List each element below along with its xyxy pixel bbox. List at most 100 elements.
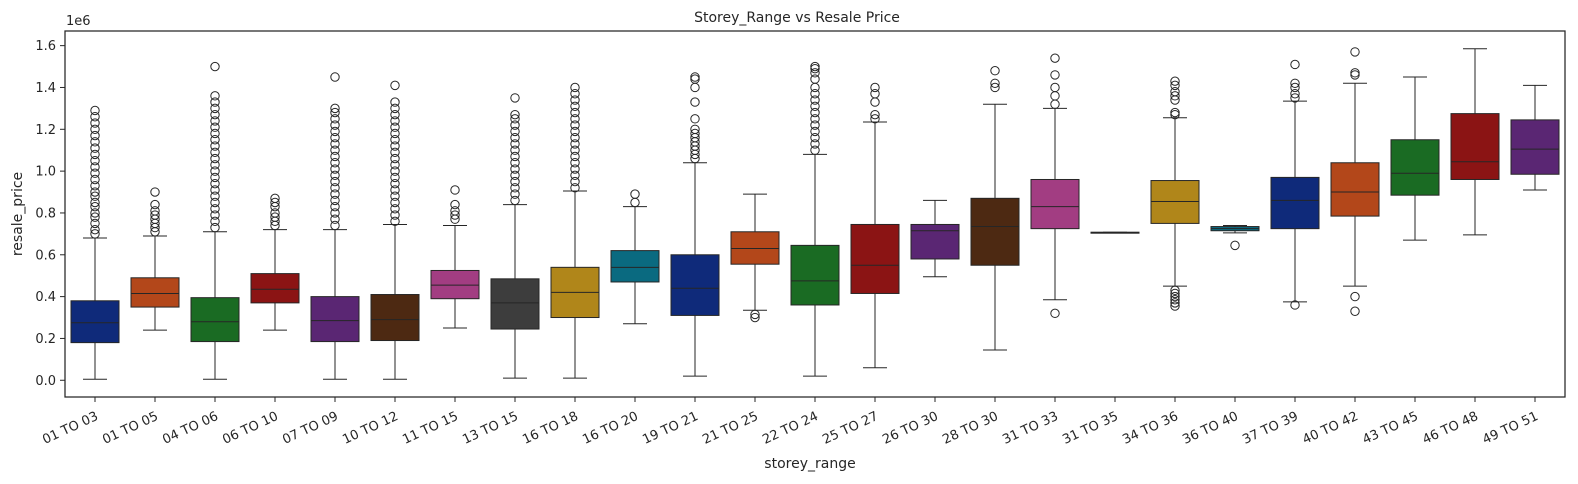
outlier-point: [390, 216, 400, 227]
outlier-point: [210, 109, 220, 120]
outlier-point: [510, 151, 520, 162]
outlier-point: [210, 122, 220, 132]
outlier-point: [450, 210, 460, 220]
outlier-point: [390, 109, 400, 120]
outlier-point: [330, 132, 340, 143]
outlier-point: [570, 170, 580, 181]
box-40-to-42: [1330, 47, 1380, 316]
x-tick-label: 21 TO 25: [700, 409, 760, 448]
x-tick-label: 25 TO 27: [820, 409, 880, 448]
outlier-point: [1290, 78, 1300, 88]
outlier-point: [510, 93, 520, 103]
outlier-point: [690, 82, 700, 93]
outlier-point: [390, 197, 400, 208]
outlier-point: [330, 139, 340, 149]
x-axis: 01 TO 03 01 TO 05 04 TO 06 06 TO 10 07 TO 09…: [40, 397, 1541, 448]
outlier-point: [510, 114, 520, 124]
outlier-point: [570, 126, 580, 137]
outlier-point: [1170, 107, 1180, 118]
iqr-box: [610, 250, 660, 283]
outlier-point: [90, 130, 100, 141]
outlier-point: [510, 139, 520, 149]
outlier-point: [1230, 240, 1240, 251]
x-tick-label: 31 TO 35: [1060, 409, 1120, 448]
outlier-point: [150, 210, 160, 220]
box-49-to-51: [1510, 84, 1560, 191]
outlier-point: [570, 151, 580, 162]
box-07-to-09: [310, 72, 360, 380]
outlier-point: [330, 164, 340, 174]
outlier-point: [1290, 89, 1300, 99]
iqr-box: [1390, 139, 1440, 196]
y-axis-scale-label: 1e6: [66, 14, 91, 29]
box-25-to-27: [850, 82, 900, 369]
box-16-to-18: [550, 82, 600, 379]
outlier-point: [90, 229, 100, 239]
outlier-point: [990, 78, 1000, 88]
outlier-point: [570, 139, 580, 149]
x-tick-label: 19 TO 21: [640, 409, 700, 448]
y-tick-label: 0.0: [35, 374, 56, 389]
outlier-point: [570, 101, 580, 111]
outlier-point: [750, 312, 760, 323]
iqr-box: [910, 223, 960, 260]
x-tick-label: 34 TO 36: [1120, 409, 1180, 448]
outlier-point: [390, 80, 400, 91]
outlier-point: [810, 89, 820, 99]
x-tick-label: 16 TO 18: [520, 409, 580, 448]
outlier-point: [690, 128, 700, 139]
outlier-point: [1170, 288, 1180, 299]
outlier-point: [570, 132, 580, 143]
outlier-point: [510, 109, 520, 120]
box-34-to-36: [1150, 76, 1200, 311]
box-06-to-10: [250, 193, 300, 331]
y-tick-label: 1.6: [35, 39, 56, 54]
chart-title: Storey_Range vs Resale Price: [694, 10, 900, 26]
outlier-point: [90, 162, 100, 172]
outlier-point: [690, 72, 700, 82]
outlier-point: [210, 222, 220, 233]
outlier-point: [330, 176, 340, 187]
box-26-to-30: [910, 199, 960, 278]
outlier-point: [690, 97, 700, 107]
outlier-point: [90, 201, 100, 212]
x-tick-label: 43 TO 45: [1360, 409, 1420, 448]
iqr-box: [1150, 180, 1200, 224]
outlier-point: [450, 206, 460, 216]
outlier-point: [330, 103, 340, 114]
outlier-point: [510, 189, 520, 199]
iqr-box: [250, 273, 300, 304]
outlier-point: [750, 309, 760, 320]
outlier-point: [90, 168, 100, 178]
outlier-point: [270, 197, 280, 208]
iqr-box: [190, 297, 240, 343]
box-22-to-24: [790, 61, 840, 377]
outlier-point: [570, 89, 580, 99]
outlier-point: [330, 208, 340, 218]
x-tick-label: 10 TO 12: [340, 409, 400, 448]
outlier-point: [630, 197, 640, 208]
outlier-point: [90, 112, 100, 122]
outlier-point: [330, 183, 340, 193]
plot-frame: [64, 30, 1566, 398]
outlier-point: [330, 201, 340, 212]
outlier-point: [1050, 82, 1060, 93]
iqr-box: [1030, 178, 1080, 230]
box-36-to-40: [1210, 225, 1260, 251]
outlier-point: [90, 208, 100, 218]
outlier-point: [90, 118, 100, 128]
outlier-point: [330, 72, 340, 82]
outlier-point: [210, 91, 220, 101]
outlier-point: [570, 107, 580, 118]
x-tick-label: 28 TO 30: [940, 409, 1000, 448]
outlier-point: [1050, 308, 1060, 319]
box-31-to-35: [1090, 231, 1140, 234]
outlier-point: [90, 105, 100, 116]
outlier-point: [810, 95, 820, 105]
outlier-point: [870, 97, 880, 107]
iqr-box: [850, 223, 900, 294]
outlier-point: [390, 160, 400, 170]
outlier-point: [390, 166, 400, 176]
outlier-point: [390, 172, 400, 183]
outlier-point: [1170, 301, 1180, 311]
